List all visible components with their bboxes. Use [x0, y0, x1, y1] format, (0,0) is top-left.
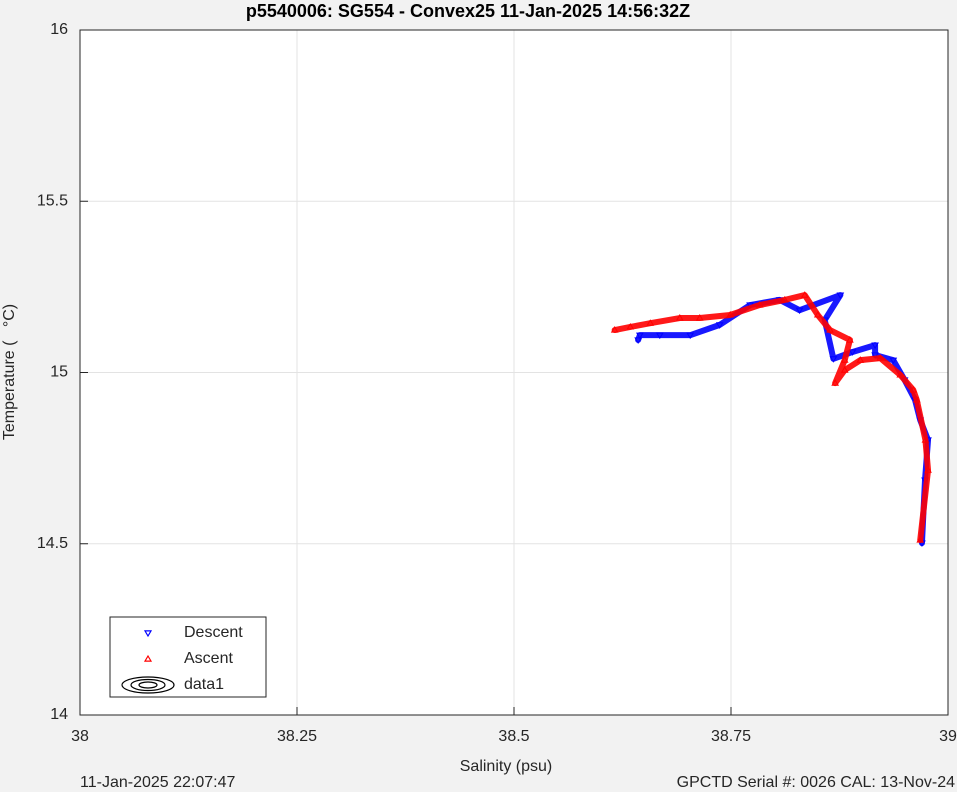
point — [924, 466, 932, 473]
point — [916, 535, 925, 543]
point — [695, 314, 704, 321]
x-axis-label: Salinity (psu) — [460, 758, 552, 775]
point — [836, 292, 845, 300]
point — [856, 356, 865, 363]
y-tick-label: 15.5 — [37, 192, 68, 209]
point — [646, 319, 655, 326]
x-tick-label: 38.25 — [277, 728, 317, 745]
point — [840, 356, 849, 363]
chart-title: p5540006: SG554 - Convex25 11-Jan-2025 1… — [246, 1, 690, 21]
point — [829, 356, 838, 363]
y-axis-label: Temperature ( °C) — [1, 304, 18, 440]
point — [831, 379, 840, 386]
x-tick-label: 38.75 — [711, 728, 751, 745]
point — [889, 357, 898, 365]
trace-line — [611, 292, 932, 543]
legend-symbol — [138, 681, 158, 689]
point — [715, 322, 724, 329]
point — [755, 301, 764, 308]
point — [610, 326, 619, 333]
legend-symbol — [143, 630, 153, 638]
point — [655, 332, 664, 340]
point — [909, 385, 918, 393]
point — [634, 337, 642, 344]
legend-symbol — [121, 676, 175, 694]
axes-box — [79, 29, 949, 716]
point — [795, 307, 804, 315]
point — [876, 354, 885, 361]
legend-symbol — [130, 678, 166, 692]
point — [726, 310, 735, 318]
y-tick-label: 14.5 — [37, 535, 68, 552]
point — [846, 335, 854, 343]
point — [840, 366, 849, 373]
legend-label: data1 — [184, 676, 224, 693]
x-tick-label: 39 — [939, 728, 957, 745]
point — [871, 342, 879, 350]
y-tick-label: 16 — [50, 21, 68, 38]
legend-symbol — [143, 654, 153, 662]
point — [896, 370, 905, 378]
point — [675, 314, 684, 321]
point — [686, 332, 695, 340]
y-tick-label: 15 — [50, 364, 68, 381]
point — [826, 326, 834, 333]
footer-right: GPCTD Serial #: 0026 CAL: 13-Nov-24 — [677, 774, 955, 791]
x-tick-label: 38 — [71, 728, 89, 745]
footer-left: 11-Jan-2025 22:07:47 — [80, 774, 235, 791]
point — [626, 322, 635, 330]
point — [848, 349, 857, 356]
legend-box — [109, 616, 267, 698]
point — [800, 291, 809, 298]
legend-label: Descent — [184, 624, 243, 641]
point — [635, 332, 644, 340]
point — [813, 310, 822, 318]
legend-label: Ascent — [184, 650, 233, 667]
y-tick-label: 14 — [50, 706, 68, 723]
point — [912, 395, 921, 403]
point — [921, 435, 930, 443]
x-tick-label: 38.5 — [498, 728, 529, 745]
point — [780, 295, 789, 303]
